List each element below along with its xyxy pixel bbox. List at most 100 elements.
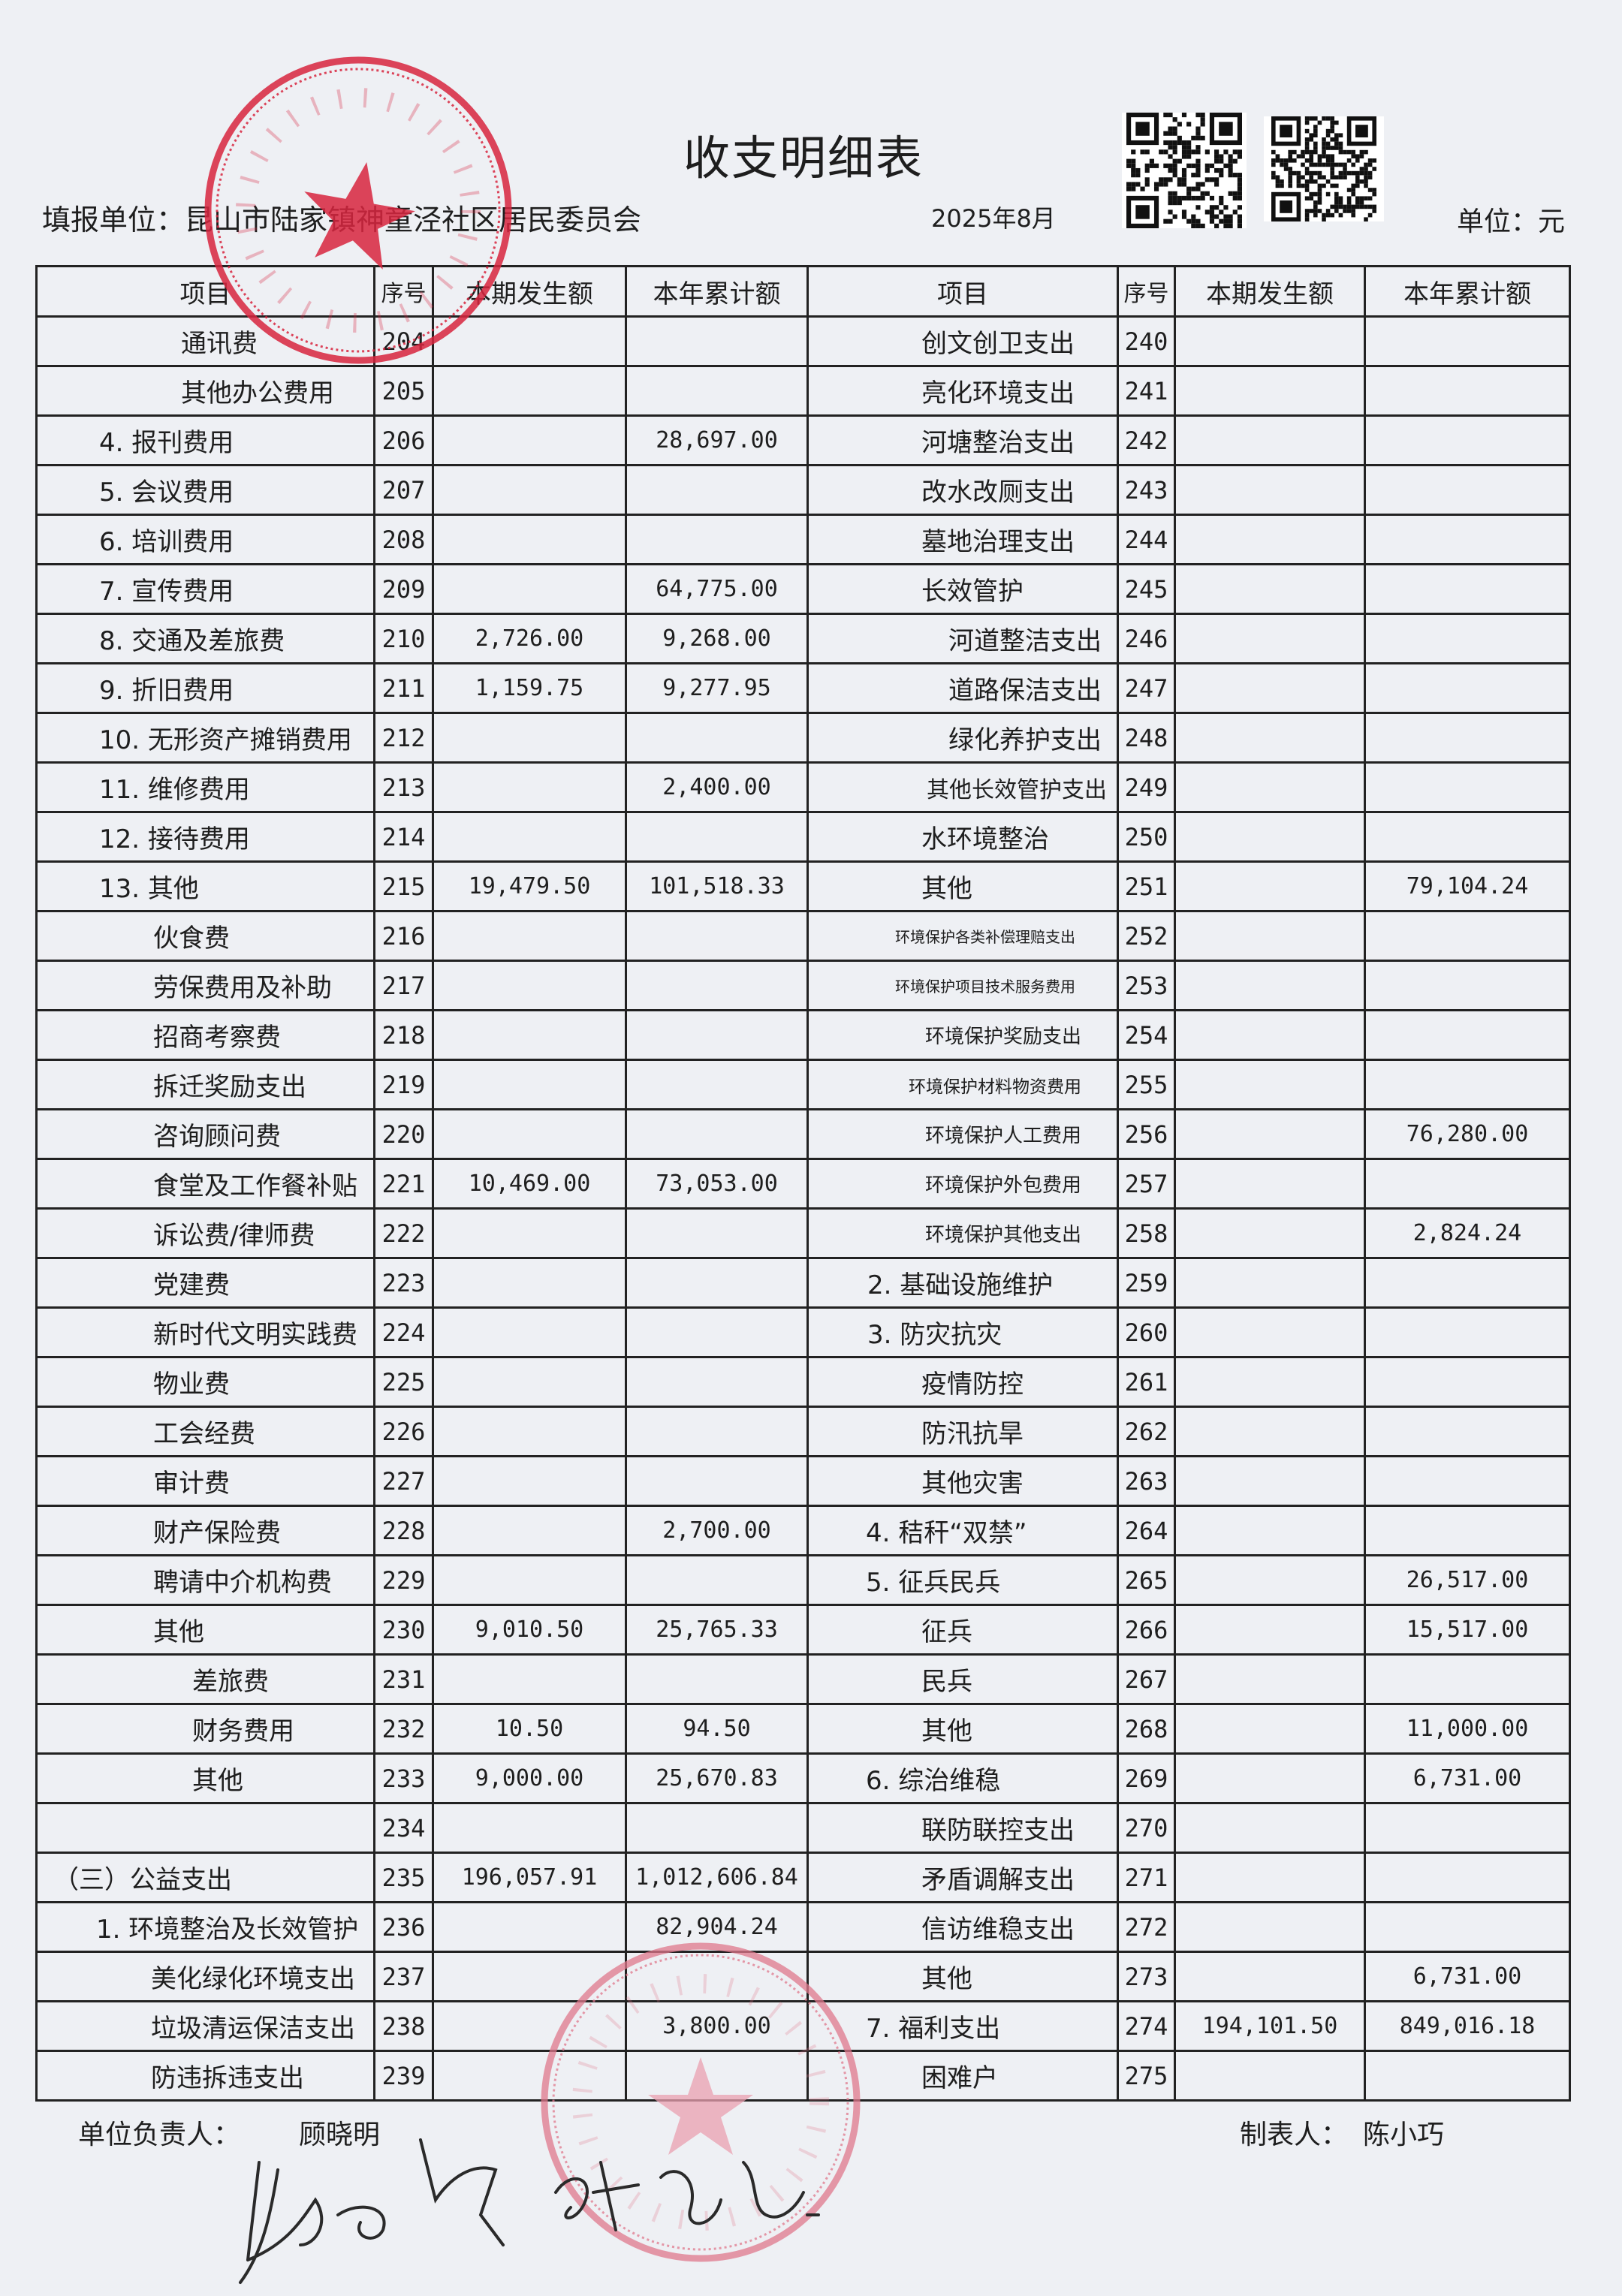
row-number: 242 <box>1117 414 1176 466</box>
row-current-amount <box>432 1356 627 1408</box>
row-current-amount <box>432 414 627 466</box>
row-ytd-amount <box>625 1653 809 1705</box>
row-current-amount <box>432 1901 627 1953</box>
row-number: 270 <box>1117 1802 1176 1854</box>
row-ytd-amount <box>1364 1356 1571 1408</box>
row-item-label: 咨询顾问费 <box>35 1108 375 1160</box>
row-number: 266 <box>1117 1604 1176 1656</box>
row-ytd-amount: 9,277.95 <box>625 662 809 714</box>
leader-label: 单位负责人： <box>78 2120 241 2150</box>
row-number: 271 <box>1117 1852 1176 1903</box>
row-number: 204 <box>373 315 434 367</box>
column-header-no: 序号 <box>373 265 434 318</box>
row-number: 229 <box>373 1554 434 1606</box>
row-item-label: 道路保洁支出 <box>806 662 1119 714</box>
row-ytd-amount: 26,517.00 <box>1364 1554 1571 1606</box>
row-number: 245 <box>1117 563 1176 615</box>
row-ytd-amount <box>625 811 809 863</box>
row-number: 252 <box>1117 910 1176 962</box>
table-row: 10. 无形资产摊销费用 212 绿化养护支出 248 <box>35 712 1571 764</box>
row-item-label: 环境保护外包费用 <box>806 1158 1119 1210</box>
row-ytd-amount <box>625 365 809 417</box>
row-current-amount: 9,000.00 <box>432 1752 627 1804</box>
table-row: 招商考察费 218 环境保护奖励支出 254 <box>35 1009 1571 1061</box>
row-number: 212 <box>373 712 434 764</box>
row-current-amount <box>432 2050 627 2102</box>
row-current-amount <box>432 514 627 565</box>
row-current-amount <box>432 1951 627 2002</box>
row-number: 254 <box>1117 1009 1176 1061</box>
row-current-amount <box>432 761 627 813</box>
row-item-label: 疫情防控 <box>806 1356 1119 1408</box>
row-number: 263 <box>1117 1455 1176 1507</box>
row-ytd-amount <box>1364 315 1571 367</box>
row-current-amount <box>432 960 627 1011</box>
row-current-amount <box>432 1505 627 1556</box>
row-ytd-amount: 25,765.33 <box>625 1604 809 1656</box>
table-row: 工会经费 226 防汛抗旱 262 <box>35 1406 1571 1457</box>
row-number: 206 <box>373 414 434 466</box>
row-item-label: 改水改厕支出 <box>806 464 1119 516</box>
row-item-label: 其他 <box>806 1703 1119 1755</box>
table-row: 12. 接待费用 214 水环境整治 250 <box>35 811 1571 863</box>
row-number: 249 <box>1117 761 1176 813</box>
table-row: 拆迁奖励支出 219 环境保护材料物资费用 255 <box>35 1059 1571 1110</box>
row-number: 265 <box>1117 1554 1176 1606</box>
row-number: 253 <box>1117 960 1176 1011</box>
row-item-label: 招商考察费 <box>35 1009 375 1061</box>
table-row: 垃圾清运保洁支出 238 3,800.00 7. 福利支出 274 194,101.50 8… <box>35 2000 1571 2052</box>
row-item-label: 矛盾调解支出 <box>806 1852 1119 1903</box>
row-number: 264 <box>1117 1505 1176 1556</box>
row-item-label: 6. 综治维稳 <box>806 1752 1119 1804</box>
row-item-label: 防违拆违支出 <box>35 2050 375 2102</box>
row-item-label: 其他 <box>806 1951 1119 2002</box>
table-row: 4. 报刊费用 206 28,697.00 河塘整治支出 242 <box>35 414 1571 466</box>
qr-code-icon <box>1122 113 1247 228</box>
row-item-label: 美化绿化环境支出 <box>35 1951 375 2002</box>
row-ytd-amount <box>1364 960 1571 1011</box>
row-ytd-amount <box>625 514 809 565</box>
row-number: 227 <box>373 1455 434 1507</box>
row-number: 225 <box>373 1356 434 1408</box>
row-current-amount <box>1174 1951 1366 2002</box>
table-row: 通讯费 204 创文创卫支出 240 <box>35 315 1571 367</box>
row-number: 240 <box>1117 315 1176 367</box>
row-item-label: 环境保护人工费用 <box>806 1108 1119 1160</box>
row-current-amount <box>432 1207 627 1259</box>
row-current-amount: 10.50 <box>432 1703 627 1755</box>
row-number: 235 <box>373 1852 434 1903</box>
row-current-amount <box>1174 1653 1366 1705</box>
row-item-label: 环境保护奖励支出 <box>806 1009 1119 1061</box>
row-item-label: 财产保险费 <box>35 1505 375 1556</box>
row-current-amount: 1,159.75 <box>432 662 627 714</box>
row-number: 213 <box>373 761 434 813</box>
row-item-label: 11. 维修费用 <box>35 761 375 813</box>
row-number: 208 <box>373 514 434 565</box>
row-current-amount <box>432 1009 627 1061</box>
row-item-label: 诉讼费/律师费 <box>35 1207 375 1259</box>
row-number: 238 <box>373 2000 434 2052</box>
row-item-label: 财务费用 <box>35 1703 375 1755</box>
qr-code-icon <box>1264 116 1384 221</box>
row-item-label: 5. 征兵民兵 <box>806 1554 1119 1606</box>
row-item-label: 其他 <box>806 860 1119 912</box>
row-item-label: 党建费 <box>35 1257 375 1309</box>
row-ytd-amount <box>1364 1257 1571 1309</box>
row-ytd-amount <box>1364 1059 1571 1110</box>
table-row: 11. 维修费用 213 2,400.00 其他长效管护支出 249 <box>35 761 1571 813</box>
row-ytd-amount: 6,731.00 <box>1364 1951 1571 2002</box>
row-item-label: 其他 <box>35 1604 375 1656</box>
row-ytd-amount <box>625 1356 809 1408</box>
row-ytd-amount: 94.50 <box>625 1703 809 1755</box>
row-number: 241 <box>1117 365 1176 417</box>
row-ytd-amount <box>625 1059 809 1110</box>
row-current-amount <box>1174 662 1366 714</box>
row-item-label: 审计费 <box>35 1455 375 1507</box>
ledger-table: 项目 序号 本期发生额 本年累计额 项目 序号 本期发生额 本年累计额 通讯费 2… <box>35 265 1571 2102</box>
row-ytd-amount <box>625 910 809 962</box>
row-number: 268 <box>1117 1703 1176 1755</box>
row-ytd-amount <box>625 1406 809 1457</box>
row-item-label: 工会经费 <box>35 1406 375 1457</box>
table-header-row: 项目 序号 本期发生额 本年累计额 项目 序号 本期发生额 本年累计额 <box>35 265 1571 318</box>
column-header-current: 本期发生额 <box>432 265 627 318</box>
